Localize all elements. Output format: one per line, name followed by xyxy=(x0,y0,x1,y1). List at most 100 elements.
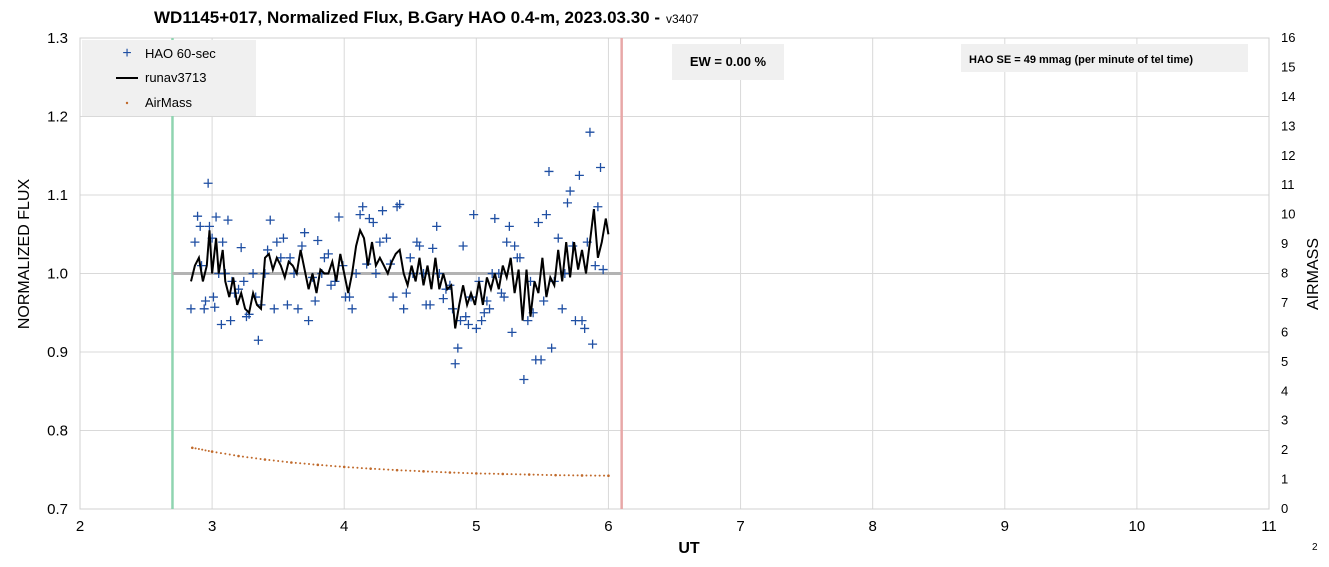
data-point-airmass-fill xyxy=(338,465,341,468)
y2-tick-label: 4 xyxy=(1281,383,1288,398)
data-point-airmass xyxy=(290,461,293,464)
data-point-airmass-fill xyxy=(559,474,562,477)
data-point-hao xyxy=(502,237,512,247)
x-tick-label: 9 xyxy=(1001,518,1009,535)
data-point-hao xyxy=(334,212,344,222)
y2-tick-label: 9 xyxy=(1281,236,1288,251)
legend-box xyxy=(82,40,256,116)
data-point-airmass-fill xyxy=(277,460,280,463)
data-point-airmass xyxy=(580,474,584,477)
data-point-airmass-fill xyxy=(510,473,513,476)
data-point-hao xyxy=(477,316,487,326)
data-point-airmass-fill xyxy=(506,473,509,476)
data-point-hao xyxy=(469,210,479,220)
data-point-hao xyxy=(269,304,279,314)
se-annotation: HAO SE = 49 mmag (per minute of tel time… xyxy=(961,44,1248,72)
data-point-airmass-fill xyxy=(307,463,310,466)
y-tick-label: 0.7 xyxy=(47,501,68,518)
data-point-airmass-fill xyxy=(204,449,207,452)
data-point-hao xyxy=(580,323,590,333)
data-point-airmass-fill xyxy=(382,468,385,471)
data-point-airmass-fill xyxy=(404,469,407,472)
data-point-hao xyxy=(471,323,481,333)
y2-tick-label: 11 xyxy=(1281,177,1295,192)
data-point-airmass xyxy=(554,473,557,477)
data-point-hao xyxy=(195,221,205,231)
data-point-airmass-fill xyxy=(299,462,302,465)
y-tick-label: 1.2 xyxy=(47,109,68,126)
data-point-hao xyxy=(557,304,567,314)
data-point-hao xyxy=(364,214,374,224)
data-point-airmass-fill xyxy=(594,474,597,477)
data-point-hao xyxy=(358,202,368,212)
data-point-hao xyxy=(553,233,563,243)
legend-label-hao: HAO 60-sec xyxy=(145,46,216,61)
data-point-hao xyxy=(381,233,391,243)
data-point-hao xyxy=(193,211,203,221)
data-point-airmass-fill xyxy=(572,474,575,477)
data-point-hao xyxy=(388,292,398,302)
data-point-hao xyxy=(536,355,546,365)
y-tick-label: 0.8 xyxy=(47,423,68,440)
data-point-airmass-fill xyxy=(347,466,350,469)
data-point-hao xyxy=(598,265,608,275)
airmass-series xyxy=(190,446,610,478)
data-point-hao xyxy=(458,241,468,251)
data-point-hao xyxy=(463,320,473,330)
data-point-airmass-fill xyxy=(233,454,236,457)
data-point-airmass-fill xyxy=(321,464,324,467)
data-point-airmass-fill xyxy=(453,471,456,474)
data-point-airmass-fill xyxy=(603,474,606,477)
data-point-hao xyxy=(204,221,214,231)
data-point-airmass-fill xyxy=(224,452,227,455)
y2-tick-label: 0 xyxy=(1281,501,1288,516)
y2-tick-label: 1 xyxy=(1281,472,1288,487)
chart-title: WD1145+017, Normalized Flux, B.Gary HAO … xyxy=(154,8,660,27)
data-point-airmass-fill xyxy=(462,471,465,474)
data-point-airmass xyxy=(527,473,531,476)
data-point-airmass-fill xyxy=(207,449,210,452)
data-point-hao xyxy=(355,210,365,220)
data-point-hao xyxy=(208,292,218,302)
data-point-airmass-fill xyxy=(360,467,363,470)
data-point-hao xyxy=(351,269,361,278)
x-tick-label: 7 xyxy=(736,518,744,535)
data-point-airmass-fill xyxy=(444,471,447,474)
data-point-airmass xyxy=(395,468,399,472)
data-point-hao xyxy=(304,316,314,326)
y-axis-title: NORMALIZED FLUX xyxy=(16,179,33,330)
data-point-airmass-fill xyxy=(519,473,522,476)
y2-tick-label: 12 xyxy=(1281,148,1295,163)
legend-label-airmass: AirMass xyxy=(145,95,192,110)
data-point-hao xyxy=(218,237,228,247)
data-point-airmass-fill xyxy=(479,472,482,475)
data-point-airmass xyxy=(316,463,320,467)
x-tick-label: 11 xyxy=(1261,518,1277,535)
data-point-airmass-fill xyxy=(589,474,592,477)
data-point-airmass xyxy=(190,446,194,450)
x-tick-label: 4 xyxy=(340,518,348,535)
data-point-hao xyxy=(399,304,409,314)
data-point-airmass xyxy=(607,474,610,478)
data-point-airmass-fill xyxy=(303,462,306,465)
data-point-hao xyxy=(285,253,295,263)
data-point-hao xyxy=(519,374,529,384)
data-point-hao xyxy=(504,221,514,231)
data-point-airmass-fill xyxy=(250,456,253,459)
data-point-hao xyxy=(499,292,509,302)
data-point-hao xyxy=(297,241,307,251)
data-point-airmass-fill xyxy=(268,459,271,462)
data-point-hao xyxy=(485,304,495,314)
data-point-airmass-fill xyxy=(545,473,548,476)
data-point-hao xyxy=(461,312,471,322)
x-tick-label: 8 xyxy=(868,518,876,535)
data-point-hao xyxy=(539,296,549,306)
y2-tick-label: 13 xyxy=(1281,118,1295,133)
data-point-airmass-fill xyxy=(418,470,421,473)
data-point-airmass xyxy=(237,454,240,458)
y-tick-label: 0.9 xyxy=(47,344,68,361)
data-point-airmass-fill xyxy=(484,472,487,475)
data-point-airmass-fill xyxy=(285,460,288,463)
data-point-airmass-fill xyxy=(197,448,200,451)
